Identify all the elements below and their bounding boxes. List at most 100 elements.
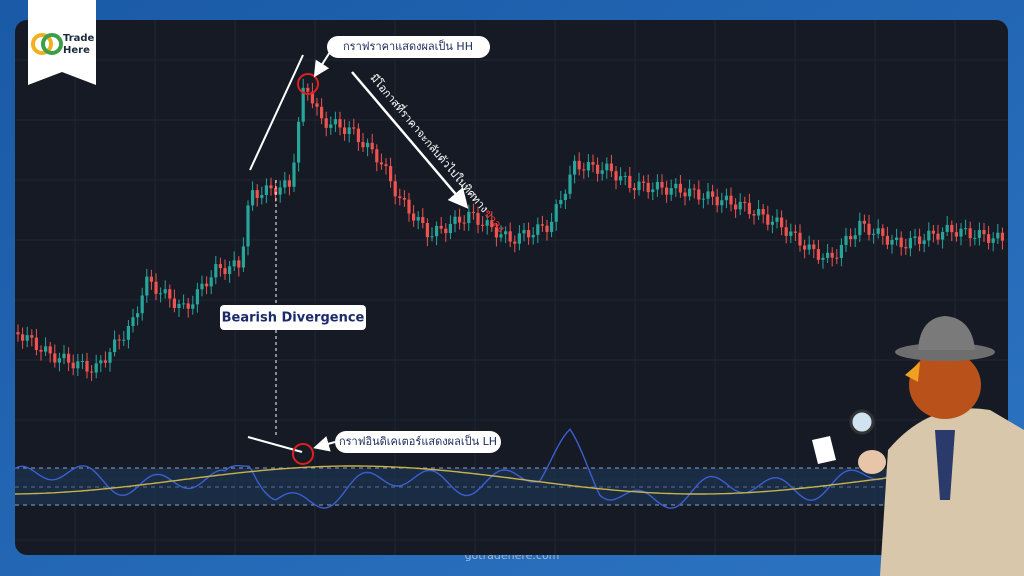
candle-body [269,185,273,189]
candle-body [425,222,429,238]
candle-body [632,187,636,191]
arrow [351,71,469,209]
price-label: กราฟราคาแสดงผลเป็น HH [343,39,473,53]
paper [812,436,836,464]
candle-body [614,171,618,181]
candle-body [743,201,747,203]
candle-body [30,335,34,338]
candle-body [982,230,986,235]
logo-icon [41,33,63,55]
candle-body [255,190,259,198]
candle-body [642,181,646,183]
candle-body [780,217,784,228]
candle-body [76,361,80,369]
candle-body [688,188,692,197]
candle-body [214,264,218,278]
candle-body [757,209,761,216]
candle-body [701,198,705,200]
candle-body [540,224,544,226]
candle-body [674,183,678,189]
label-box [220,305,366,330]
candle-body [71,362,75,369]
candle-body [531,234,535,238]
candles [16,78,1004,381]
logo-text: Here [63,45,90,56]
tie [935,430,955,500]
candle-body [324,118,328,128]
candle-body [347,127,351,134]
candle-body [586,162,590,171]
candle-body [241,246,245,268]
candle-body [596,164,600,174]
candle-body [582,169,586,171]
candle-body [251,190,255,206]
candle-body [205,283,209,287]
logo-text: Trade [63,33,95,44]
indicator-panel [14,428,1009,509]
candle-body [485,220,489,226]
candle-body [352,127,356,129]
candle-body [393,181,397,197]
candle-body [264,185,268,196]
candle-body [370,142,374,150]
trend-line [249,54,304,171]
peak-circle [297,73,319,95]
candle-body [761,209,765,215]
candle-body [122,339,126,341]
candle-body [398,196,402,198]
candle-body [490,220,494,228]
candle-body [168,289,172,299]
candle-body [90,371,94,373]
candle-body [140,295,144,314]
candle-body [720,200,724,206]
candle-body [931,230,935,234]
candle-body [839,244,843,258]
candle-body [591,162,595,165]
candle-body [655,181,659,190]
candle-body [554,204,558,222]
candle-body [619,176,623,181]
candle-body [563,193,567,200]
candle-body [665,187,669,195]
candle-body [154,281,158,294]
candle-body [849,235,853,240]
candle-body [517,233,521,244]
candle-body [200,283,204,290]
candle-body [522,230,526,234]
arrow [313,436,336,452]
candle-body [504,231,508,235]
candle-body [108,352,112,363]
candle-body [968,228,972,239]
candle-body [724,195,728,201]
candle-body [573,160,577,175]
candle-body [195,289,199,305]
candle-body [39,349,43,352]
candle-body [908,238,912,249]
label-box [335,431,501,453]
candle-body [283,180,287,188]
candle-body [738,201,742,210]
candle-body [858,220,862,236]
candle-body [678,183,682,193]
candle-body [793,231,797,233]
candle-body [922,240,926,245]
candle-body [384,164,388,167]
candle-body [821,257,825,260]
candle-body [899,237,903,248]
candle-body [126,326,130,340]
candle-body [21,334,25,341]
candle-body [375,149,379,163]
candle-body [867,223,871,235]
candle-body [218,264,222,269]
candle-body [237,260,241,268]
candle-body [329,124,333,128]
candle-body [94,363,98,373]
chart-panel [15,20,1008,555]
candle-body [826,252,830,258]
magnifier [849,409,875,435]
candle-body [462,222,466,224]
indicator-label: กราฟอินดิเคเตอร์แสดงผลเป็น LH [339,434,497,448]
candle-body [885,235,889,245]
